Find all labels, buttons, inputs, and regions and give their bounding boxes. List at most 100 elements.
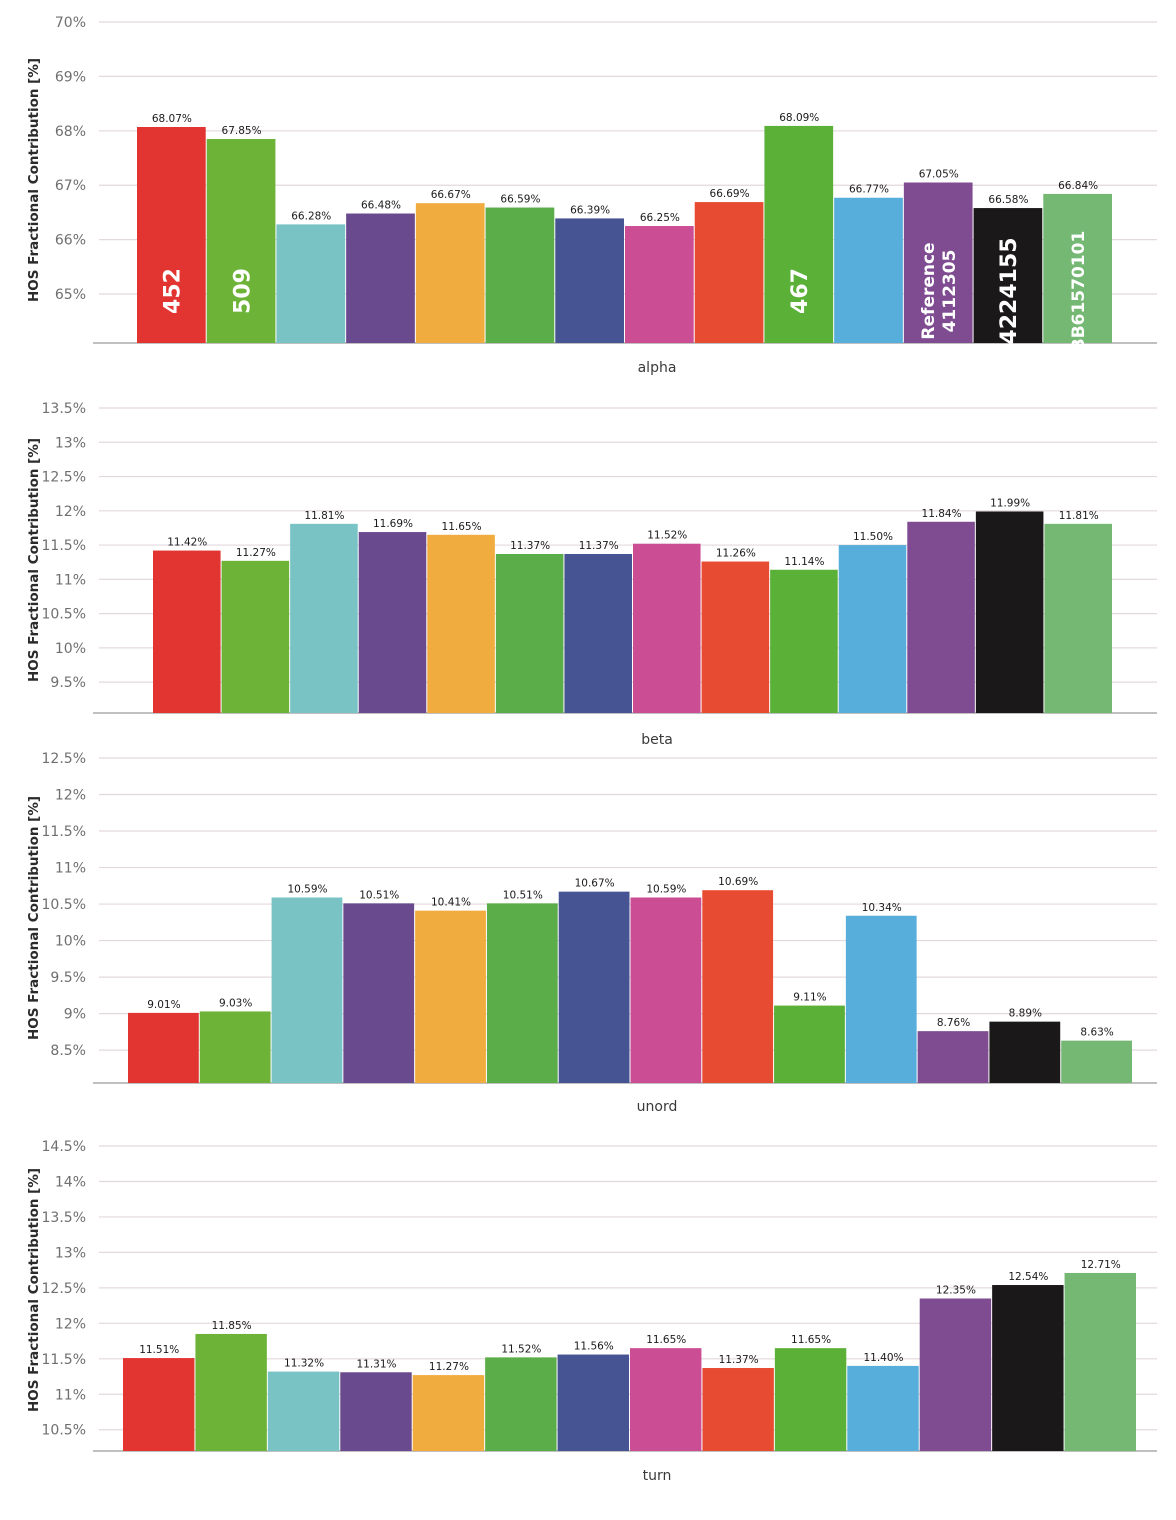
bar — [701, 561, 770, 713]
y-tick-label: 13% — [55, 1245, 86, 1261]
data-label: 11.56% — [574, 1341, 614, 1353]
data-label: 10.59% — [287, 883, 327, 895]
y-tick-label: 70% — [55, 15, 86, 31]
bar — [128, 1012, 199, 1083]
bar — [630, 1348, 702, 1451]
bar — [1043, 193, 1112, 343]
y-tick-label: 10.5% — [42, 1423, 86, 1439]
bar — [290, 523, 358, 713]
data-label: 9.03% — [219, 997, 252, 1009]
bar — [633, 543, 701, 713]
bar — [992, 1285, 1064, 1451]
bar — [340, 1372, 412, 1451]
x-axis-label: turn — [643, 1468, 672, 1484]
data-label: 11.37% — [579, 540, 619, 552]
bar — [123, 1358, 195, 1451]
chart-beta: 9.5% 10% 10.5% 11% 11.5% 12% 12.5% 13% 13.5% HOS … — [26, 401, 1157, 748]
data-label: 11.65% — [646, 1334, 686, 1346]
bar — [770, 569, 838, 713]
data-label: 66.25% — [640, 212, 680, 224]
bar — [564, 553, 632, 713]
data-label: 11.27% — [429, 1361, 469, 1373]
data-label: 11.81% — [304, 510, 344, 522]
data-label: 11.42% — [167, 537, 207, 549]
bar — [702, 1368, 774, 1451]
y-tick-label: 13.5% — [42, 1210, 86, 1226]
y-tick-label: 9.5% — [50, 970, 86, 986]
y-axis-label: HOS Fractional Contribution [%] — [26, 1168, 42, 1412]
y-tick-label: 10.5% — [42, 607, 86, 623]
y-axis-label: HOS Fractional Contribution [%] — [26, 58, 42, 302]
data-label: 67.05% — [919, 169, 959, 181]
bar — [845, 915, 917, 1083]
bar — [917, 1031, 989, 1083]
bar — [838, 545, 907, 713]
data-label: 10.59% — [646, 883, 686, 895]
data-label: 11.52% — [501, 1343, 541, 1355]
data-label: 66.77% — [849, 184, 889, 196]
data-label: 10.69% — [718, 876, 758, 888]
data-label: 11.51% — [139, 1344, 179, 1356]
data-label: 66.84% — [1058, 180, 1098, 192]
bar-sample-label: 509 — [230, 268, 255, 314]
bar-sample-label: Reference — [919, 242, 939, 339]
data-label: 10.51% — [503, 889, 543, 901]
y-tick-label: 69% — [55, 69, 86, 85]
y-tick-label: 11.5% — [42, 538, 86, 554]
bar — [625, 226, 694, 343]
bar — [558, 891, 630, 1083]
data-label: 11.31% — [356, 1358, 396, 1370]
bar — [1061, 1040, 1132, 1083]
data-label: 10.41% — [431, 897, 471, 909]
y-tick-label: 11% — [55, 861, 86, 877]
data-label: 11.85% — [212, 1320, 252, 1332]
data-label: 9.11% — [793, 992, 826, 1004]
y-tick-label: 13.5% — [42, 401, 86, 417]
data-label: 66.59% — [500, 194, 540, 206]
bar-sample-label: 467 — [788, 268, 813, 314]
y-tick-label: 12.5% — [42, 470, 86, 486]
y-tick-label: 12.5% — [42, 1281, 86, 1297]
data-label: 66.48% — [361, 200, 401, 212]
chart-turn: 10.5% 11% 11.5% 12% 12.5% 13% 13.5% 14% 14.5%HOS… — [26, 1139, 1157, 1484]
data-label: 11.84% — [922, 508, 962, 520]
bar — [903, 182, 973, 343]
x-axis-label: alpha — [638, 360, 677, 376]
data-label: 12.54% — [1008, 1271, 1048, 1283]
y-axis-label: HOS Fractional Contribution [%] — [26, 438, 42, 682]
y-tick-label: 11.5% — [42, 824, 86, 840]
bar — [1044, 523, 1112, 713]
chart-alpha: 65% 66% 67% 68% 69% 70% HOS Fractional Contrib… — [26, 15, 1157, 376]
bar — [989, 1021, 1061, 1083]
bar — [694, 202, 764, 343]
bar — [276, 224, 346, 343]
y-tick-label: 12.5% — [42, 751, 86, 767]
data-label: 12.35% — [936, 1285, 976, 1297]
data-label: 11.26% — [716, 548, 756, 560]
y-tick-label: 67% — [55, 178, 86, 194]
bar-sample-label: 452 — [161, 268, 186, 314]
data-label: 10.67% — [575, 878, 615, 890]
data-label: 67.85% — [222, 125, 262, 137]
bar — [485, 207, 555, 343]
y-tick-label: 8.5% — [50, 1043, 86, 1059]
data-label: 11.65% — [791, 1334, 831, 1346]
data-label: 9.01% — [147, 999, 180, 1011]
bar — [358, 532, 427, 713]
y-tick-label: 9% — [64, 1007, 86, 1023]
data-label: 10.51% — [359, 889, 399, 901]
bar — [774, 1348, 847, 1451]
y-tick-label: 12% — [55, 788, 86, 804]
bar — [427, 534, 495, 713]
bar — [495, 553, 564, 713]
bar — [199, 1011, 271, 1083]
data-label: 11.50% — [853, 531, 893, 543]
data-label: 66.67% — [431, 189, 471, 201]
data-label: 68.07% — [152, 113, 192, 125]
y-axis-label: HOS Fractional Contribution [%] — [26, 796, 42, 1040]
y-tick-label: 12% — [55, 1316, 86, 1332]
y-tick-label: 10% — [55, 934, 86, 950]
y-tick-label: 10.5% — [42, 897, 86, 913]
bar-sample-label: BB61570101 — [1069, 231, 1089, 352]
